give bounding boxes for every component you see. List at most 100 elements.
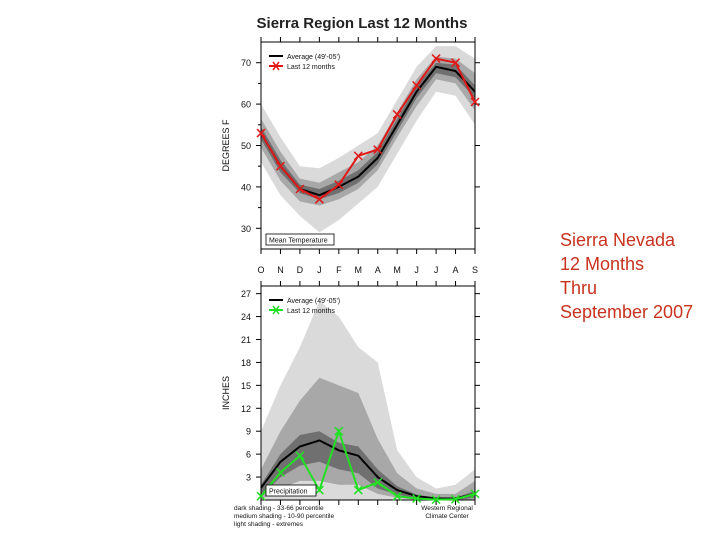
temp-xtick-label: M	[393, 265, 401, 275]
temp-xtick-label: O	[257, 265, 264, 275]
temp-recent-marker-stroke-b	[470, 97, 480, 107]
precip-recent-marker-stroke-b	[392, 491, 402, 501]
temp-recent-marker	[392, 109, 402, 119]
precip-recent-marker	[412, 493, 422, 504]
temp-label-box	[265, 233, 335, 246]
precip-ytick-label: 3	[246, 473, 251, 483]
side-note-line-2: 12 Months	[560, 254, 645, 274]
precip-band-medium	[261, 377, 475, 500]
temp-legend-recent-marker-b	[272, 61, 280, 71]
precip-legend-recent-label: Last 12 months	[287, 308, 335, 315]
temp-xtick-label: J	[434, 265, 439, 275]
precip-ylabel: INCHES	[221, 376, 231, 410]
precip-ytick-label: 12	[241, 404, 251, 414]
temp-recent-marker	[353, 151, 363, 161]
precip-ytick-label: 15	[241, 381, 251, 391]
temp-recent-marker	[412, 80, 422, 91]
precip-recent-marker	[256, 491, 266, 501]
temp-recent-marker-stroke-b	[275, 161, 285, 171]
temp-recent-marker	[334, 180, 344, 190]
precip-recent-marker-stroke-b	[431, 495, 441, 505]
precip-recent-marker	[314, 485, 324, 495]
precip-recent-marker	[275, 467, 285, 478]
side-note: Sierra Nevada 12 Months Thru September 2…	[560, 228, 693, 324]
temp-recent-marker	[451, 58, 461, 68]
precip-recent-marker-stroke-b	[353, 485, 363, 495]
temp-ytick-label: 30	[241, 224, 251, 234]
shading-note: light shading - extremes	[234, 521, 304, 528]
temp-xtick-label: N	[277, 265, 284, 275]
temp-xtick-label: J	[414, 265, 419, 275]
precip-recent-marker	[373, 477, 383, 487]
temp-recent-marker	[275, 161, 285, 171]
temp-legend-recent-label: Last 12 months	[287, 64, 335, 71]
precip-legend-avg-label: Average (49'-05')	[287, 298, 340, 305]
temp-ylabel: DEGREES F	[221, 119, 231, 172]
temp-recent-marker-stroke-b	[392, 109, 402, 119]
credit-line: Western Regional	[421, 505, 473, 512]
shading-note: medium shading - 10-90 percentile	[234, 513, 334, 520]
precip-label-box	[265, 484, 317, 497]
temp-recent-marker	[256, 128, 266, 138]
temp-recent-marker-stroke-b	[295, 184, 305, 194]
temp-ytick-label: 40	[241, 182, 251, 192]
precip-recent-marker-stroke-b	[451, 494, 461, 504]
temp-ytick-label: 50	[241, 141, 251, 151]
precip-recent-marker-stroke-b	[275, 467, 285, 478]
precip-recent-marker	[334, 426, 344, 436]
precip-ytick-label: 27	[241, 289, 251, 299]
precip-ytick-label: 21	[241, 335, 251, 345]
temp-label-box-text: Mean Temperature	[269, 238, 328, 245]
temp-recent-marker	[295, 184, 305, 194]
side-note-line-1: Sierra Nevada	[560, 230, 676, 250]
temp-recent-marker-stroke-b	[431, 54, 441, 64]
temp-xtick-label: A	[375, 265, 381, 275]
temp-ytick-label: 70	[241, 58, 251, 68]
precip-ytick-label: 18	[241, 358, 251, 368]
precip-recent-marker-stroke-b	[334, 426, 344, 436]
precip-average-line	[260, 439, 476, 500]
temp-ytick-label: 60	[241, 100, 251, 110]
temp-recent-marker-stroke-b	[314, 194, 324, 204]
temp-recent-marker	[373, 145, 383, 155]
temperature-panel: 30 40 50 60 70 O N D J F M A M J J A S DEGREES F Average (…	[221, 37, 480, 275]
precip-recent-marker	[392, 491, 402, 501]
side-note-line-3: Thru	[560, 278, 598, 298]
temp-xtick-label: F	[336, 265, 342, 275]
precip-recent-marker-stroke-b	[256, 491, 266, 501]
temp-band-dark	[261, 62, 475, 200]
temp-recent-marker-stroke-b	[256, 128, 266, 138]
precip-legend-recent-marker-b	[272, 305, 280, 315]
temp-recent-marker	[431, 54, 441, 64]
precip-label-box-text: Precipitation	[269, 489, 308, 496]
temp-xtick-label: A	[453, 265, 459, 275]
temp-xtick-label: M	[355, 265, 363, 275]
temp-recent-marker-stroke-b	[334, 180, 344, 190]
temp-recent-marker-stroke-b	[412, 80, 422, 91]
side-note-line-4: September 2007	[560, 302, 694, 322]
temp-xtick-label: D	[297, 265, 304, 275]
temp-recent-marker	[314, 194, 324, 204]
temp-recent-marker-stroke-b	[373, 145, 383, 155]
temp-recent-marker-stroke-b	[451, 58, 461, 68]
precip-recent-marker	[470, 489, 480, 499]
precip-recent-marker	[295, 451, 305, 461]
precip-ytick-label: 24	[241, 312, 251, 322]
precip-recent-marker-stroke-b	[295, 451, 305, 461]
shading-note: dark shading - 33-66 percentile	[234, 505, 324, 512]
precip-recent-marker	[451, 494, 461, 504]
precip-recent-marker-stroke-b	[314, 485, 324, 495]
temp-band-medium	[261, 56, 475, 206]
temp-xtick-label: S	[472, 265, 478, 275]
precip-recent-marker-stroke-b	[470, 489, 480, 499]
temp-xtick-label: J	[317, 265, 322, 275]
precip-recent-marker-stroke-b	[412, 493, 422, 504]
precip-ytick-label: 9	[246, 427, 251, 437]
precip-recent-marker-stroke-b	[373, 477, 383, 487]
precip-plot-frame	[260, 285, 476, 501]
credit-line: Climate Center	[425, 513, 469, 520]
chart-title: Sierra Region Last 12 Months	[257, 15, 468, 32]
precipitation-panel: 3 6 9 12 15 18 21 24 27 INCHES Average (49'-05') La…	[221, 281, 480, 528]
precip-recent-marker	[431, 495, 441, 505]
